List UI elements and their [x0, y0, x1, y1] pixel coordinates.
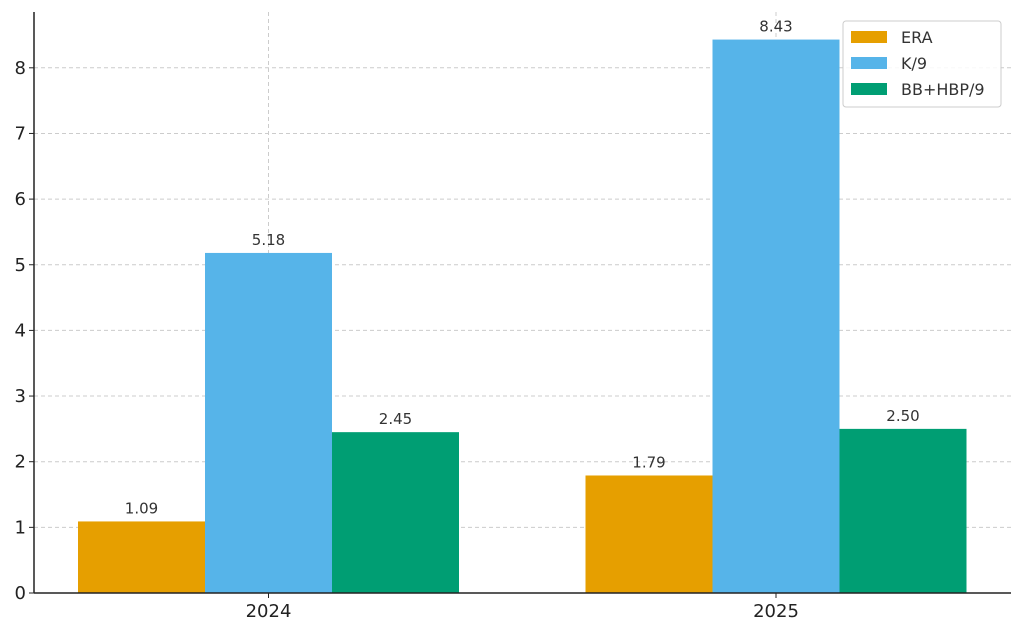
- y-tick-label: 3: [15, 386, 26, 407]
- data-labels: 1.09 1.79 5.18 8.43 2.45 2.50: [125, 18, 920, 518]
- legend: ERA K/9 BB+HBP/9: [842, 20, 1002, 108]
- axes: 0 1 2 3 4 5 6 7 8 2024 2025: [15, 12, 1011, 622]
- y-tick-label: 6: [15, 189, 26, 210]
- legend-label: ERA: [901, 28, 933, 47]
- y-tick-label: 4: [15, 320, 26, 341]
- bar-k-9-2024: [205, 252, 332, 594]
- bars: [78, 39, 967, 594]
- y-tick-label: 8: [15, 58, 26, 79]
- y-tick-label: 7: [15, 123, 26, 144]
- y-tick-label: 1: [15, 517, 26, 538]
- legend-swatch: [851, 31, 887, 43]
- legend-label: BB+HBP/9: [901, 80, 985, 99]
- y-tick-label: 2: [15, 452, 26, 473]
- x-tick-label: 2024: [246, 601, 292, 622]
- data-label: 8.43: [759, 18, 792, 36]
- bar-era-2025: [585, 475, 713, 593]
- x-tick-label: 2025: [753, 601, 799, 622]
- data-label: 1.79: [632, 453, 665, 471]
- bar-bb-hbp-9-2025: [839, 428, 967, 593]
- legend-swatch: [851, 83, 887, 95]
- bar-era-2024: [78, 521, 205, 593]
- data-label: 5.18: [252, 231, 285, 249]
- data-label: 2.45: [379, 410, 412, 428]
- data-label: 2.50: [886, 407, 919, 425]
- legend-swatch: [851, 57, 887, 69]
- bar-k-9-2025: [712, 39, 840, 594]
- data-label: 1.09: [125, 499, 158, 517]
- y-tick-label: 0: [15, 583, 26, 604]
- legend-label: K/9: [901, 54, 927, 73]
- bar-bb-hbp-9-2024: [332, 432, 459, 593]
- y-tick-label: 5: [15, 255, 26, 276]
